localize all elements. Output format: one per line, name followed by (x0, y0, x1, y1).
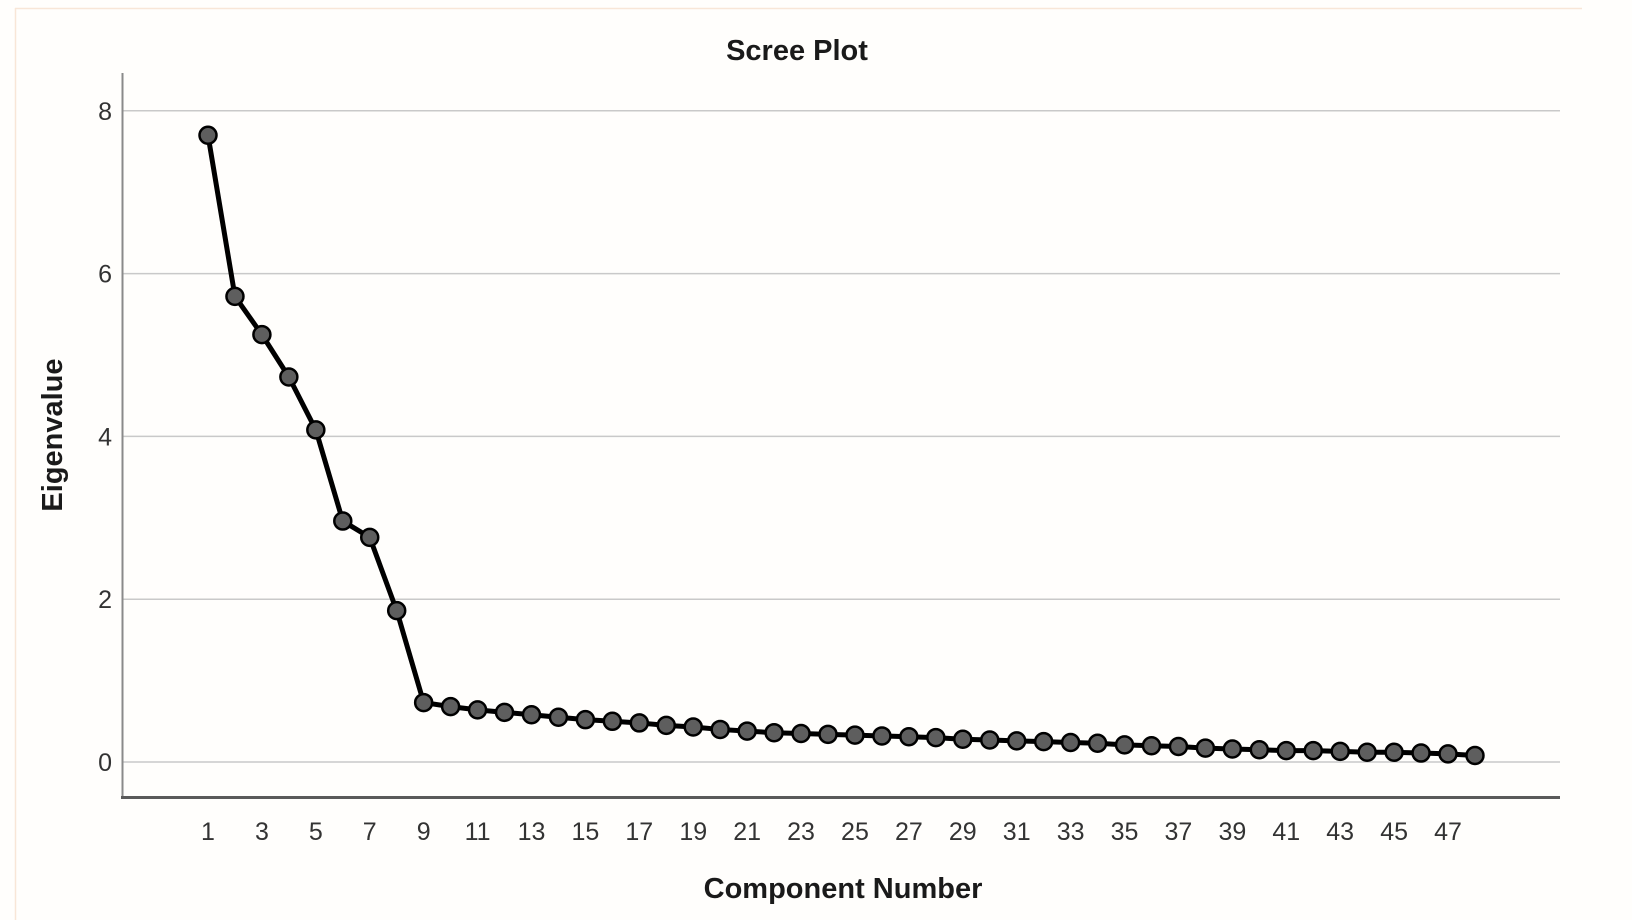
data-point-48 (1465, 745, 1485, 766)
data-point-44 (1357, 742, 1377, 762)
data-point-40 (1249, 740, 1270, 760)
data-point-33 (1060, 732, 1081, 753)
x-tick-label-15: 15 (571, 818, 599, 846)
data-point-31 (1006, 731, 1027, 751)
x-tick-label-7: 7 (363, 818, 377, 846)
gridlines (122, 110, 1560, 763)
data-point-9 (413, 692, 434, 713)
y-tick-label-6: 6 (98, 261, 112, 289)
data-point-42 (1303, 740, 1323, 761)
data-point-36 (1141, 735, 1162, 756)
x-tick-label-37: 37 (1165, 818, 1193, 846)
data-point-16 (602, 711, 623, 732)
x-tick-label-23: 23 (787, 818, 815, 846)
x-tick-label-29: 29 (949, 818, 977, 846)
data-point-5 (306, 420, 326, 440)
x-tick-label-27: 27 (895, 818, 923, 846)
x-tick-label-19: 19 (679, 818, 707, 846)
x-tick-label-41: 41 (1272, 818, 1300, 846)
x-tick-labels: 1 3 5 7 9 11 13 15 17 19 21 23 25 27 29 31 33 35 37 39 41 43 4… (201, 818, 1462, 846)
x-tick-label-39: 39 (1218, 818, 1246, 846)
data-point-41 (1276, 740, 1297, 761)
data-point-4 (279, 367, 299, 387)
data-point-45 (1384, 742, 1404, 762)
y-tick-label-4: 4 (98, 423, 112, 451)
data-point-30 (980, 730, 1000, 750)
data-point-20 (710, 719, 730, 740)
eigenvalue-line (205, 132, 1478, 758)
data-point-17 (629, 713, 650, 733)
data-point-18 (656, 715, 677, 736)
data-point-34 (1087, 733, 1108, 754)
data-point-8 (386, 600, 407, 621)
x-tick-label-5: 5 (309, 818, 323, 846)
data-point-22 (764, 722, 784, 743)
data-point-46 (1411, 743, 1431, 763)
x-tick-label-3: 3 (255, 818, 269, 846)
chart-title: Scree Plot (726, 35, 868, 67)
x-tick-label-1: 1 (201, 818, 215, 846)
data-point-10 (440, 696, 461, 717)
data-point-19 (683, 717, 703, 737)
data-point-2 (225, 286, 245, 307)
data-point-11 (467, 700, 488, 720)
x-tick-label-35: 35 (1111, 818, 1139, 846)
data-point-7 (359, 527, 380, 548)
data-point-38 (1195, 738, 1216, 758)
x-tick-label-21: 21 (733, 818, 761, 846)
data-point-13 (521, 705, 542, 725)
data-point-23 (791, 723, 811, 744)
data-point-12 (494, 702, 515, 723)
data-point-14 (548, 707, 569, 727)
x-tick-label-11: 11 (465, 818, 491, 846)
x-axis-label: Component Number (704, 873, 983, 905)
eigenvalue-series (198, 125, 1485, 766)
y-tick-labels: 0 2 4 6 8 (98, 98, 112, 777)
x-tick-label-13: 13 (518, 818, 546, 846)
x-tick-label-17: 17 (625, 818, 653, 846)
y-tick-label-0: 0 (98, 749, 112, 777)
x-tick-label-45: 45 (1380, 818, 1408, 846)
x-tick-label-9: 9 (417, 818, 431, 846)
data-point-35 (1114, 735, 1135, 755)
data-point-37 (1168, 736, 1189, 757)
y-axis-label: Eigenvalue (37, 358, 69, 511)
x-tick-label-43: 43 (1326, 818, 1354, 846)
data-point-47 (1438, 744, 1458, 764)
data-point-6 (333, 511, 353, 531)
x-tick-label-33: 33 (1057, 818, 1085, 846)
data-point-3 (252, 324, 272, 345)
data-point-43 (1330, 741, 1350, 762)
data-point-25 (845, 725, 865, 745)
x-tick-label-25: 25 (841, 818, 869, 846)
data-point-1 (198, 125, 218, 145)
data-point-15 (575, 709, 596, 730)
data-point-24 (818, 724, 838, 745)
x-tick-label-47: 47 (1434, 818, 1462, 846)
data-point-26 (872, 726, 892, 746)
y-tick-label-2: 2 (98, 586, 112, 614)
data-point-27 (899, 727, 919, 747)
data-point-28 (926, 727, 946, 748)
data-point-39 (1222, 739, 1243, 759)
y-tick-label-8: 8 (98, 98, 112, 126)
data-point-29 (953, 729, 973, 749)
data-point-21 (737, 721, 757, 741)
data-point-32 (1033, 731, 1054, 752)
x-tick-label-31: 31 (1003, 818, 1031, 846)
